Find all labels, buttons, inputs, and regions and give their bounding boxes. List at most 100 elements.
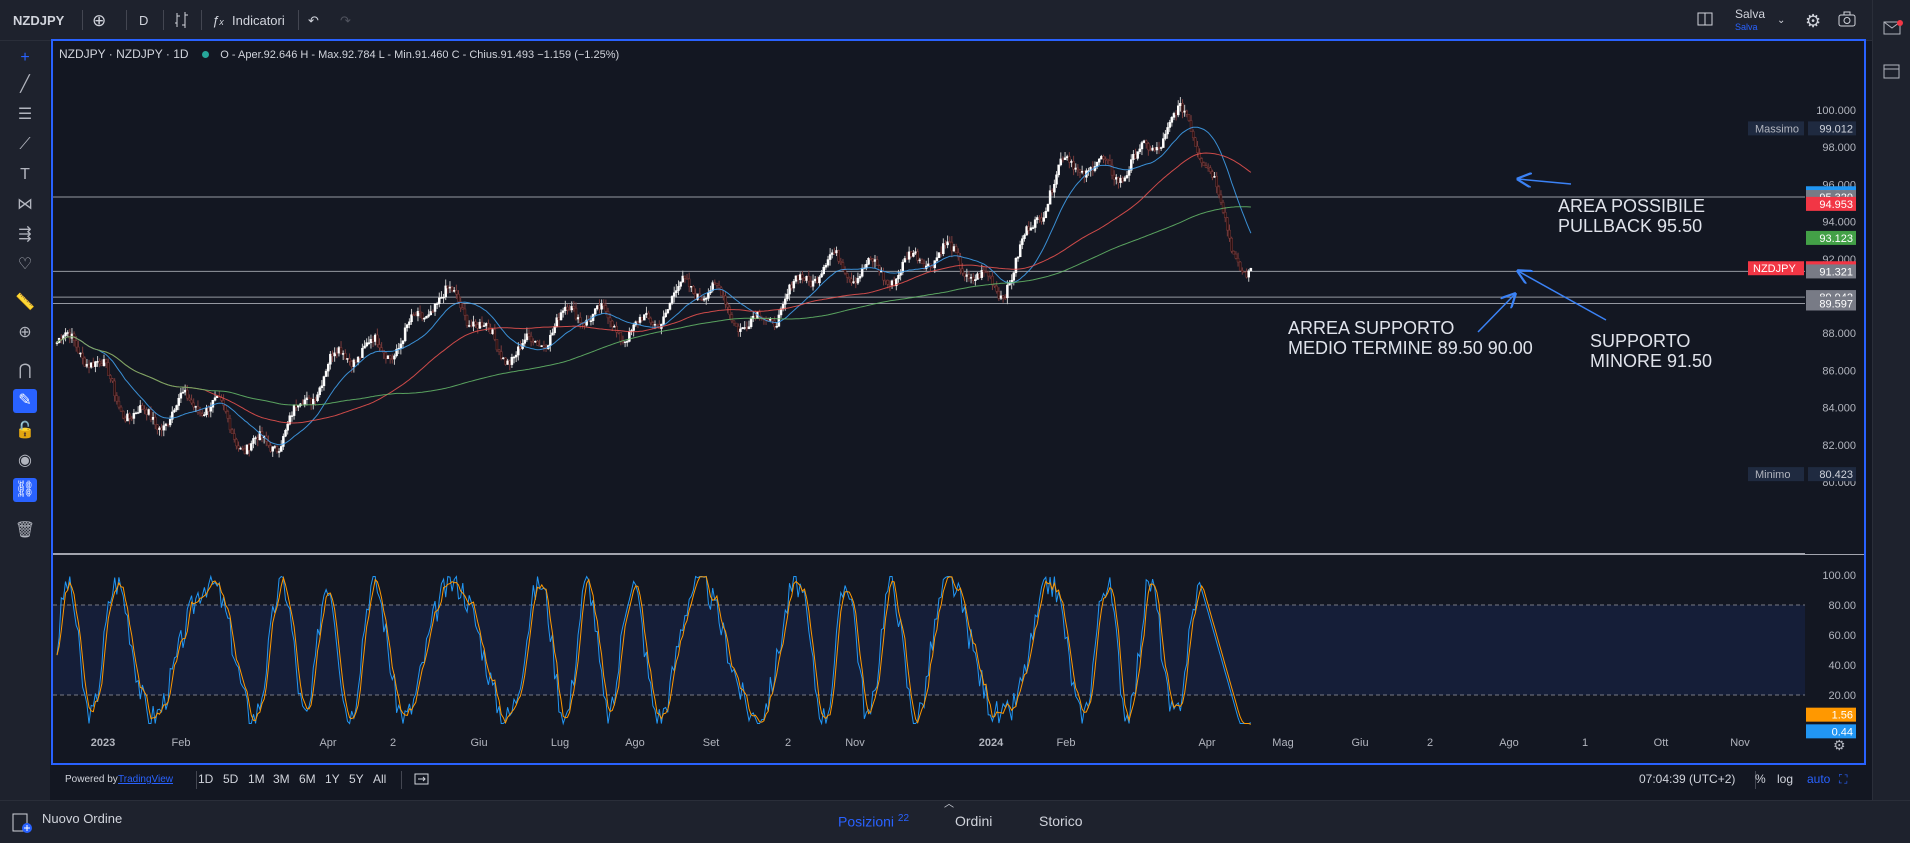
candle-body xyxy=(326,363,330,372)
chevron-up-icon[interactable]: ︿ xyxy=(944,799,954,810)
chart-type-icon[interactable] xyxy=(174,11,190,31)
candle-body xyxy=(845,273,849,278)
oscillator-axis-tick: 80.00 xyxy=(1828,600,1856,612)
fib-lines-icon[interactable]: ☰ xyxy=(17,106,33,123)
candle-body xyxy=(1172,113,1176,118)
fullscreen-icon[interactable]: ⛶ xyxy=(1839,772,1848,786)
text-tool-icon[interactable]: T xyxy=(20,166,30,183)
link-icon[interactable]: ⛓ xyxy=(13,478,37,502)
candle-body xyxy=(798,274,802,281)
range-3m[interactable]: 3M xyxy=(273,772,290,786)
indicators-icon[interactable]: ƒx xyxy=(212,13,224,28)
range-all[interactable]: All xyxy=(373,772,387,786)
redo-icon[interactable]: ↷ xyxy=(340,13,351,28)
tab-history[interactable]: Storico xyxy=(1039,813,1083,829)
annotation-line: ARREA SUPPORTO xyxy=(1288,318,1455,338)
undo-icon[interactable]: ↶ xyxy=(308,13,319,28)
add-symbol-icon[interactable]: ⊕ xyxy=(92,11,107,30)
price-tag-bg xyxy=(1806,264,1856,279)
symbol-search[interactable]: NZDJPY xyxy=(13,13,65,28)
chart-canvas[interactable]: 100.00 80.00 60.00 40.00 20.00 1.56 0.44 100.0… xyxy=(53,41,1864,763)
chart-container[interactable]: 100.00 80.00 60.00 40.00 20.00 1.56 0.44 100.0… xyxy=(51,39,1866,765)
candle-body xyxy=(918,259,922,262)
legend-title[interactable]: NZDJPY · NZDJPY · 1D xyxy=(59,47,189,61)
candle-body xyxy=(600,303,603,310)
trend-line-icon[interactable]: ╱ xyxy=(20,76,30,93)
camera-icon[interactable] xyxy=(1838,11,1856,31)
mail-icon[interactable] xyxy=(1883,20,1903,39)
clock[interactable]: 07:04:39 (UTC+2) xyxy=(1639,772,1736,786)
candle-body xyxy=(1151,147,1154,151)
candle-body xyxy=(1115,177,1118,180)
range-1m[interactable]: 1M xyxy=(248,772,265,786)
tab-orders[interactable]: Ordini xyxy=(955,813,993,829)
ruler-icon[interactable]: 📏 xyxy=(15,294,35,311)
stay-drawing-icon[interactable]: ✎ xyxy=(13,389,37,413)
candle-body xyxy=(946,241,949,246)
pattern-icon[interactable]: ⟋ xyxy=(19,136,31,153)
interval-button[interactable]: D xyxy=(139,13,149,28)
chevron-down-icon[interactable]: ⌄ xyxy=(1777,15,1786,26)
range-5d[interactable]: 5D xyxy=(223,772,239,786)
candle-body xyxy=(999,295,1003,299)
candle-body xyxy=(1168,122,1171,128)
candle-body xyxy=(666,309,670,314)
candle-body xyxy=(1040,217,1043,222)
tab-positions[interactable]: Posizioni 22 xyxy=(838,813,909,830)
candle-body xyxy=(307,397,311,400)
range-6m[interactable]: 6M xyxy=(299,772,316,786)
tradingview-link[interactable]: TradingView xyxy=(118,774,174,785)
forecast-icon[interactable]: ⇶ xyxy=(18,226,32,243)
save-button[interactable]: Salva Salva xyxy=(1735,6,1765,32)
chart-legend: NZDJPY · NZDJPY · 1D O - Aper.92.646 H -… xyxy=(59,47,619,61)
range-1y[interactable]: 1Y xyxy=(325,772,340,786)
candle-body xyxy=(841,262,845,270)
annotation-support-minor[interactable]: SUPPORTO MINORE 91.50 xyxy=(1590,331,1712,371)
candle-body xyxy=(771,319,774,322)
candle-body xyxy=(119,406,123,412)
percent-toggle[interactable]: % xyxy=(1755,772,1766,786)
heart-icon[interactable]: ♡ xyxy=(17,256,33,273)
candle-body xyxy=(290,415,294,417)
candle-body xyxy=(1004,297,1007,299)
indicators-button[interactable]: Indicatori xyxy=(232,13,285,28)
annotation-pullback[interactable]: AREA POSSIBILE PULLBACK 95.50 xyxy=(1558,196,1705,236)
candle-body xyxy=(1014,258,1018,274)
candle-body xyxy=(74,340,78,348)
candle-body xyxy=(935,257,939,261)
candle-body xyxy=(790,284,793,289)
lock-icon[interactable]: 🔓 xyxy=(15,422,35,439)
candle-body xyxy=(991,275,994,286)
candle-body xyxy=(856,277,860,284)
candle-body xyxy=(442,296,445,299)
candle-body xyxy=(734,322,738,327)
candle-body xyxy=(145,409,148,415)
extreme-value: 99.012 xyxy=(1819,123,1853,135)
candle-body xyxy=(640,316,644,321)
range-5y[interactable]: 5Y xyxy=(349,772,364,786)
magnet-icon[interactable]: ⋂ xyxy=(18,362,32,379)
oscillator-tag-bg xyxy=(1806,707,1856,722)
calendar-icon[interactable] xyxy=(1883,62,1901,83)
candle-body xyxy=(224,405,227,412)
crosshair-icon[interactable]: + xyxy=(20,49,30,66)
candle-body xyxy=(564,306,567,311)
trash-icon[interactable]: 🗑 xyxy=(14,522,36,539)
auto-toggle[interactable]: auto xyxy=(1807,772,1831,786)
candle-body xyxy=(512,356,516,359)
candle-body xyxy=(1189,120,1193,132)
zoom-in-icon[interactable]: ⊕ xyxy=(18,324,32,341)
xabcd-pattern-icon[interactable]: ⋈ xyxy=(17,196,33,213)
go-to-date-icon[interactable] xyxy=(414,772,430,789)
log-toggle[interactable]: log xyxy=(1777,772,1794,786)
candle-body xyxy=(1070,161,1073,163)
divider xyxy=(126,10,127,30)
eye-icon[interactable]: ◉ xyxy=(18,452,32,469)
layout-icon[interactable] xyxy=(1697,11,1713,31)
annotation-support-medium[interactable]: ARREA SUPPORTO MEDIO TERMINE 89.50 90.00 xyxy=(1288,318,1533,358)
new-order-button[interactable]: Nuovo Ordine xyxy=(42,811,123,826)
new-order-icon[interactable] xyxy=(12,813,32,836)
range-1d[interactable]: 1D xyxy=(198,772,214,786)
candle-body xyxy=(1102,156,1105,160)
gear-icon[interactable]: ⚙ xyxy=(1805,11,1822,31)
